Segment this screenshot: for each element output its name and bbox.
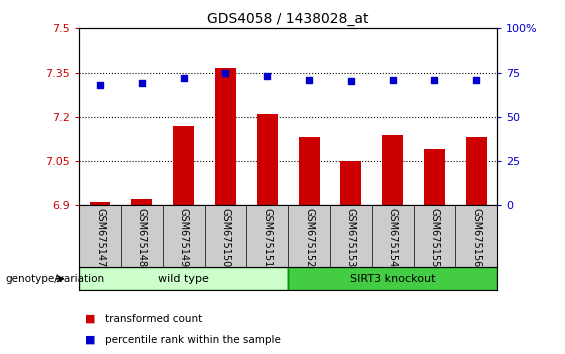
Point (95, 82, 105, 88)
Text: GSM675148: GSM675148 (137, 209, 147, 268)
Text: GSM675149: GSM675149 (179, 209, 189, 268)
Text: GSM675151: GSM675151 (262, 209, 272, 268)
Bar (79, 267, 288, 290)
Text: ■: ■ (85, 335, 95, 345)
Bar (131, 199, 153, 205)
Bar (424, 149, 445, 205)
Bar (298, 137, 319, 205)
Point (137, 80, 146, 86)
Text: genotype/variation: genotype/variation (6, 274, 105, 284)
Bar (340, 161, 361, 205)
Text: SIRT3 knockout: SIRT3 knockout (350, 274, 436, 284)
Text: GSM675150: GSM675150 (220, 209, 231, 268)
Bar (288, 267, 497, 290)
Text: GSM675156: GSM675156 (471, 209, 481, 268)
Bar (382, 135, 403, 205)
Bar (466, 137, 486, 205)
Text: GSM675155: GSM675155 (429, 209, 440, 268)
Text: wild type: wild type (158, 274, 209, 284)
Point (221, 70, 230, 75)
Text: GSM675152: GSM675152 (304, 209, 314, 268)
Bar (257, 114, 278, 205)
Point (472, 77, 481, 82)
Text: percentile rank within the sample: percentile rank within the sample (105, 335, 280, 345)
Text: transformed count: transformed count (105, 314, 202, 324)
Point (305, 77, 314, 82)
Point (346, 79, 355, 84)
Text: GSM675154: GSM675154 (388, 209, 398, 268)
Point (263, 73, 272, 79)
Point (179, 75, 188, 81)
Point (430, 77, 439, 82)
Bar (89, 202, 111, 205)
Bar (173, 126, 194, 205)
Text: GSM675153: GSM675153 (346, 209, 356, 268)
Title: GDS4058 / 1438028_at: GDS4058 / 1438028_at (207, 12, 369, 26)
Text: GSM675147: GSM675147 (95, 209, 105, 268)
Point (388, 77, 397, 82)
Bar (215, 68, 236, 205)
Text: ■: ■ (85, 314, 95, 324)
